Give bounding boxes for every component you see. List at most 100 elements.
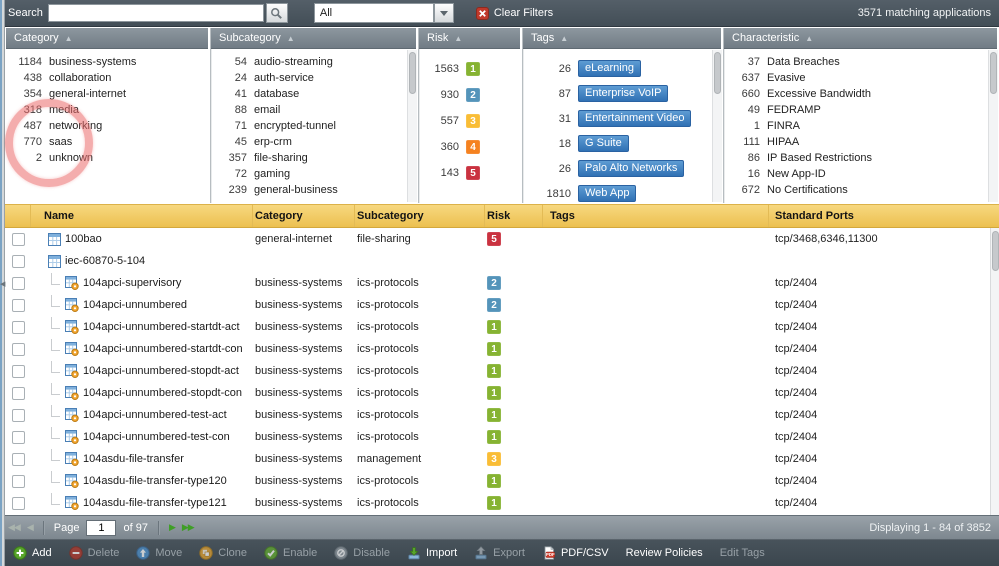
application-name-link[interactable]: 104asdu-file-transfer-type120	[83, 475, 227, 487]
prev-page-icon[interactable]: ◀	[26, 522, 34, 532]
table-header-tags[interactable]: Tags	[543, 205, 769, 227]
filter-item[interactable]: 87 Enterprise VoIP	[523, 81, 723, 106]
toolbar-button-import[interactable]: Import	[400, 544, 464, 562]
row-checkbox[interactable]	[11, 320, 25, 334]
application-name-link[interactable]: 104asdu-file-transfer-type121	[83, 497, 227, 509]
filter-item[interactable]: 360 4	[419, 134, 522, 160]
row-checkbox[interactable]	[11, 364, 25, 378]
application-name-link[interactable]: 104apci-unnumbered-test-act	[83, 409, 227, 421]
filter-item[interactable]: 41 database	[211, 86, 418, 102]
table-row[interactable]: 104apci-supervisory business-systems ics-p…	[5, 272, 990, 294]
row-checkbox[interactable]	[11, 408, 25, 422]
scrollbar-thumb[interactable]	[990, 52, 997, 94]
search-input[interactable]	[47, 4, 264, 22]
filter-item[interactable]: 49 FEDRAMP	[724, 102, 999, 118]
table-row[interactable]: 104apci-unnumbered business-systems ics-pr…	[5, 294, 990, 316]
application-name-link[interactable]: 104apci-supervisory	[83, 277, 182, 289]
filter-item[interactable]: 1 FINRA	[724, 118, 999, 134]
first-page-icon[interactable]: ◀◀	[8, 522, 21, 532]
toolbar-button-delete[interactable]: Delete	[62, 544, 127, 562]
toolbar-button-move[interactable]: Move	[129, 544, 189, 562]
application-name-link[interactable]: 104asdu-file-transfer	[83, 453, 184, 465]
filter-item[interactable]: 31 Entertainment Video	[523, 106, 723, 131]
filter-column-header-category[interactable]: Category ▲	[6, 28, 208, 49]
table-row[interactable]: 104apci-unnumbered-test-act business-syst…	[5, 404, 990, 426]
filter-item[interactable]: 357 file-sharing	[211, 150, 418, 166]
table-row[interactable]: iec-60870-5-104	[5, 250, 990, 272]
filter-item[interactable]: 318 media	[6, 102, 210, 118]
table-row[interactable]: 104asdu-file-transfer-type121 business-sy…	[5, 492, 990, 514]
application-name-link[interactable]: 104apci-unnumbered-startdt-con	[83, 343, 243, 355]
table-row[interactable]: 104apci-unnumbered-test-con business-syst…	[5, 426, 990, 448]
filter-item[interactable]: 16 New App-ID	[724, 166, 999, 182]
toolbar-button-disable[interactable]: Disable	[327, 544, 397, 562]
table-row[interactable]: 104apci-unnumbered-startdt-con business-s…	[5, 338, 990, 360]
application-name-link[interactable]: 104apci-unnumbered-stopdt-con	[83, 387, 242, 399]
filter-column-header-tags[interactable]: Tags ▲	[523, 28, 721, 49]
row-checkbox[interactable]	[11, 496, 25, 510]
table-header-name[interactable]: Name	[31, 205, 253, 227]
table-header-risk[interactable]: Risk	[485, 205, 543, 227]
dropdown-button[interactable]	[433, 3, 454, 23]
filter-item[interactable]: 54 audio-streaming	[211, 54, 418, 70]
filter-item[interactable]: 143 5	[419, 160, 522, 186]
filter-item[interactable]: 86 IP Based Restrictions	[724, 150, 999, 166]
filter-item[interactable]: 111 HIPAA	[724, 134, 999, 150]
filter-item[interactable]: 557 3	[419, 108, 522, 134]
filter-column-header-risk[interactable]: Risk ▲	[419, 28, 520, 49]
filter-item[interactable]: 438 collaboration	[6, 70, 210, 86]
last-page-icon[interactable]: ▶▶	[181, 522, 195, 532]
toolbar-button-edit-tags[interactable]: Edit Tags	[713, 545, 772, 561]
filter-item[interactable]: 672 No Certifications	[724, 182, 999, 198]
toolbar-button-export[interactable]: Export	[467, 544, 532, 562]
application-name-link[interactable]: 104apci-unnumbered-stopdt-act	[83, 365, 239, 377]
row-checkbox[interactable]	[11, 386, 25, 400]
filter-item[interactable]: 1184 business-systems	[6, 54, 210, 70]
table-row[interactable]: 104asdu-file-transfer business-systems man…	[5, 448, 990, 470]
filter-column-header-subcategory[interactable]: Subcategory ▲	[211, 28, 416, 49]
filter-item[interactable]: 72 gaming	[211, 166, 418, 182]
row-checkbox[interactable]	[11, 474, 25, 488]
clear-filters-button[interactable]: Clear Filters	[475, 6, 553, 20]
filter-item[interactable]: 930 2	[419, 82, 522, 108]
toolbar-button-enable[interactable]: Enable	[257, 544, 324, 562]
row-checkbox[interactable]	[11, 452, 25, 466]
application-name-link[interactable]: iec-60870-5-104	[65, 255, 146, 267]
filter-item[interactable]: 1810 Web App	[523, 181, 723, 206]
row-checkbox[interactable]	[11, 342, 25, 356]
toolbar-button-review-policies[interactable]: Review Policies	[619, 545, 710, 561]
filter-item[interactable]: 24 auth-service	[211, 70, 418, 86]
table-scrollbar[interactable]	[990, 228, 999, 515]
page-number-input[interactable]	[86, 519, 117, 536]
filter-column-scrollbar[interactable]	[988, 50, 998, 202]
application-name-link[interactable]: 104apci-unnumbered-test-con	[83, 431, 230, 443]
filter-item[interactable]: 18 G Suite	[523, 131, 723, 156]
application-name-link[interactable]: 104apci-unnumbered	[83, 299, 187, 311]
application-name-link[interactable]: 100bao	[65, 233, 102, 245]
filter-item[interactable]: 45 erp-crm	[211, 134, 418, 150]
search-button[interactable]	[265, 3, 288, 23]
next-page-icon[interactable]: ▶	[168, 522, 176, 532]
filter-column-header-characteristic[interactable]: Characteristic ▲	[724, 28, 997, 49]
table-row[interactable]: 104asdu-file-transfer-type120 business-sy…	[5, 470, 990, 492]
table-row[interactable]: 100bao general-internet file-sharing 5 tcp/3…	[5, 228, 990, 250]
table-header-subcategory[interactable]: Subcategory	[355, 205, 485, 227]
row-checkbox[interactable]	[11, 298, 25, 312]
toolbar-button-clone[interactable]: Clone	[192, 544, 254, 562]
toolbar-button-add[interactable]: Add	[6, 544, 59, 562]
row-checkbox[interactable]	[11, 430, 25, 444]
panel-collapse-handle[interactable]: ◀	[0, 281, 6, 288]
filter-item[interactable]: 26 Palo Alto Networks	[523, 156, 723, 181]
table-header-standard-ports[interactable]: Standard Ports	[775, 210, 854, 222]
scrollbar-thumb[interactable]	[409, 52, 416, 94]
filter-item[interactable]: 71 encrypted-tunnel	[211, 118, 418, 134]
toolbar-button-pdf-csv[interactable]: PDF PDF/CSV	[535, 544, 616, 562]
filter-item[interactable]: 354 general-internet	[6, 86, 210, 102]
row-checkbox[interactable]	[11, 276, 25, 290]
filter-item[interactable]: 2 unknown	[6, 150, 210, 166]
filter-item[interactable]: 37 Data Breaches	[724, 54, 999, 70]
filter-item[interactable]: 770 saas	[6, 134, 210, 150]
filter-item[interactable]: 239 general-business	[211, 182, 418, 198]
filter-item[interactable]: 1563 1	[419, 56, 522, 82]
filter-item[interactable]: 88 email	[211, 102, 418, 118]
